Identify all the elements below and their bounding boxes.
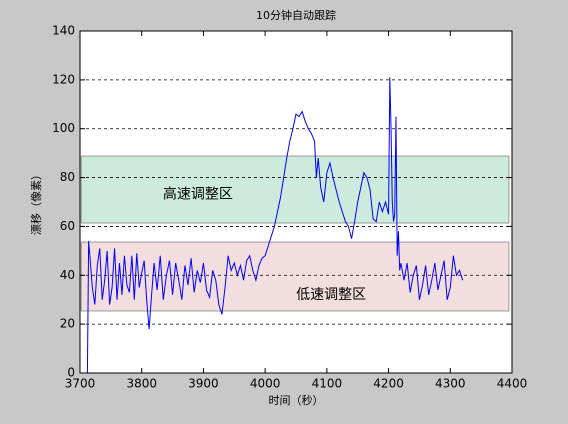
x-tick-label: 4400 bbox=[497, 377, 528, 391]
y-tick-label: 0 bbox=[67, 366, 75, 380]
y-tick-label: 60 bbox=[60, 219, 75, 233]
y-tick-label: 100 bbox=[52, 121, 75, 135]
x-tick-label: 4200 bbox=[373, 377, 404, 391]
y-axis-label: 漂移（像素） bbox=[30, 169, 43, 235]
x-axis-label: 时间（秒） bbox=[269, 393, 324, 407]
region-label: 高速调整区 bbox=[163, 186, 233, 203]
x-tick-label: 4000 bbox=[250, 377, 281, 391]
axes-box bbox=[79, 30, 513, 374]
y-tick-label: 40 bbox=[60, 268, 75, 282]
data-line bbox=[86, 77, 464, 374]
y-tick-label: 20 bbox=[60, 317, 75, 331]
y-tick-label: 120 bbox=[52, 72, 75, 86]
y-tick-label: 140 bbox=[52, 24, 75, 38]
x-tick-label: 3700 bbox=[65, 377, 96, 391]
x-tick-label: 4300 bbox=[435, 377, 466, 391]
region bbox=[80, 155, 510, 224]
x-tick-label: 3900 bbox=[188, 377, 219, 391]
y-tick-label: 80 bbox=[60, 170, 75, 184]
x-tick-label: 4100 bbox=[312, 377, 343, 391]
x-tick-label: 3800 bbox=[126, 377, 157, 391]
region-label: 低速调整区 bbox=[296, 287, 366, 303]
chart-title: 10分钟自动跟踪 bbox=[256, 8, 336, 22]
